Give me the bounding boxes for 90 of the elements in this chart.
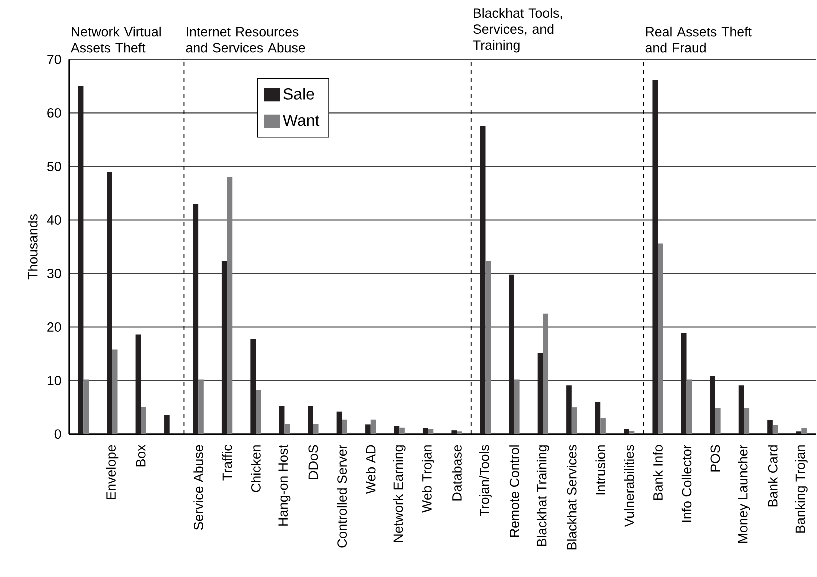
x-tick-label: POS bbox=[710, 445, 720, 472]
bar bbox=[509, 274, 514, 434]
bar bbox=[284, 424, 290, 434]
y-axis-title: Thousands bbox=[28, 214, 38, 280]
bar bbox=[681, 333, 687, 434]
bar bbox=[772, 425, 778, 434]
x-tick-label: Service Abuse bbox=[194, 445, 204, 530]
x-tick-label: Blackhat Training bbox=[536, 446, 550, 546]
bar bbox=[141, 407, 146, 434]
x-tick-label: Trojan/Tools bbox=[480, 445, 492, 517]
y-tick-label: 30 bbox=[47, 269, 62, 278]
x-tick-label: Envelope bbox=[106, 445, 119, 500]
bar bbox=[715, 408, 721, 434]
bar bbox=[279, 406, 285, 434]
bar bbox=[78, 86, 84, 434]
x-tick-label: Intrusion bbox=[596, 446, 606, 495]
text: Blackhat Tools, Services, and Training bbox=[473, 8, 562, 53]
bar bbox=[370, 420, 376, 434]
bar bbox=[256, 390, 262, 434]
legend-label: Sale bbox=[284, 88, 314, 100]
x-tick-label: Info Collector bbox=[682, 444, 692, 522]
bar bbox=[222, 261, 228, 434]
x-tick-label: Banking Trojan bbox=[795, 446, 808, 533]
x-tick-label: Database bbox=[452, 445, 462, 501]
bar bbox=[566, 386, 572, 434]
bar bbox=[366, 424, 371, 434]
text: Internet Resources and Services Abuse bbox=[186, 27, 306, 53]
x-tick-label: DDoS bbox=[308, 445, 318, 480]
bar bbox=[308, 406, 314, 434]
x-tick-label: Remote Control bbox=[510, 446, 520, 538]
bar bbox=[193, 204, 199, 434]
x-tick-label: Blackhat Services bbox=[567, 445, 577, 550]
x-tick-label: Bank Card bbox=[768, 446, 778, 507]
bar bbox=[452, 430, 458, 434]
y-tick-label: 60 bbox=[48, 108, 62, 118]
bar bbox=[543, 314, 549, 434]
bar bbox=[629, 431, 635, 434]
x-tick-label: Hang-on Host bbox=[278, 444, 291, 526]
bar bbox=[538, 354, 544, 434]
y-tick-label: 20 bbox=[48, 322, 62, 332]
bar bbox=[768, 420, 773, 434]
bar bbox=[652, 80, 658, 434]
x-tick-label: Traffic bbox=[222, 445, 232, 481]
y-tick-label: 40 bbox=[47, 216, 62, 225]
bar bbox=[480, 126, 486, 434]
bar bbox=[738, 386, 744, 434]
y-tick-label: 0 bbox=[54, 430, 62, 440]
bar bbox=[796, 432, 802, 434]
y-tick-label: 50 bbox=[48, 162, 62, 172]
text: Real Assets Theft and Fraud bbox=[646, 26, 752, 53]
bar bbox=[422, 428, 428, 434]
bar bbox=[107, 172, 112, 434]
bar bbox=[744, 408, 750, 434]
bar bbox=[198, 380, 204, 434]
x-tick-label: Bank Info bbox=[653, 445, 663, 500]
x-tick-label: Web AD bbox=[366, 445, 376, 494]
x-tick-label: Web Trojan bbox=[422, 446, 435, 513]
bar bbox=[457, 432, 462, 434]
bar bbox=[600, 418, 606, 434]
bar bbox=[514, 380, 520, 434]
bar bbox=[624, 430, 630, 434]
bar bbox=[250, 339, 256, 434]
y-tick-label: 70 bbox=[48, 54, 62, 64]
x-tick-label: Chicken bbox=[251, 446, 261, 492]
bar bbox=[342, 420, 348, 434]
x-tick-label: Box bbox=[136, 444, 146, 467]
legend-label: Want bbox=[283, 115, 320, 126]
bar bbox=[112, 350, 118, 434]
bar bbox=[164, 415, 170, 434]
bar bbox=[658, 244, 664, 434]
bar bbox=[572, 408, 578, 434]
bar bbox=[802, 428, 807, 434]
text: Network Virtual Assets Theft bbox=[70, 26, 161, 53]
bar bbox=[394, 426, 400, 434]
y-tick-label: 10 bbox=[48, 376, 62, 386]
bar bbox=[595, 402, 601, 434]
bar bbox=[428, 430, 434, 434]
bar bbox=[136, 334, 142, 434]
bar bbox=[486, 261, 492, 434]
bar bbox=[227, 177, 233, 434]
bar bbox=[710, 376, 716, 434]
bar bbox=[313, 424, 319, 434]
bar bbox=[686, 380, 692, 434]
x-tick-label: Vulnerabilities bbox=[624, 445, 634, 528]
x-tick-label: Money Launcher bbox=[738, 444, 750, 543]
x-tick-label: Network Earning bbox=[393, 446, 406, 542]
bar bbox=[84, 380, 90, 434]
bar bbox=[336, 412, 342, 434]
bar bbox=[400, 428, 405, 434]
x-tick-label: Controlled Server bbox=[337, 444, 348, 548]
